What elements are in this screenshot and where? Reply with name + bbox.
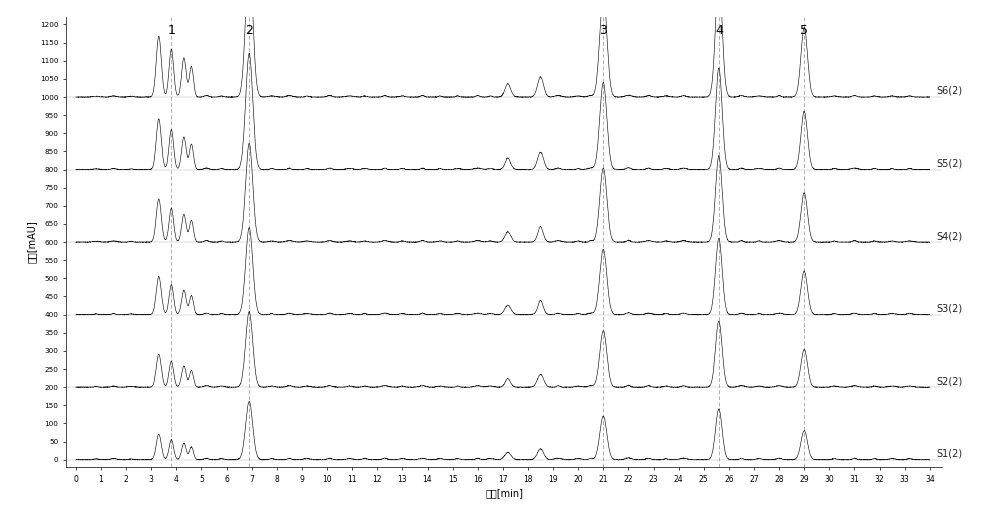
Text: S4(2): S4(2) bbox=[936, 231, 962, 241]
Text: S1(2): S1(2) bbox=[936, 449, 962, 459]
Text: 3: 3 bbox=[599, 24, 607, 37]
Text: S2(2): S2(2) bbox=[936, 376, 962, 386]
Text: S6(2): S6(2) bbox=[936, 86, 962, 96]
Text: S3(2): S3(2) bbox=[936, 303, 962, 314]
Text: 2: 2 bbox=[245, 24, 253, 37]
X-axis label: 时间[min]: 时间[min] bbox=[485, 488, 523, 498]
Text: 5: 5 bbox=[800, 24, 808, 37]
Text: 1: 1 bbox=[167, 24, 175, 37]
Text: S5(2): S5(2) bbox=[936, 159, 962, 168]
Y-axis label: 信号[mAU]: 信号[mAU] bbox=[27, 221, 37, 264]
Text: 4: 4 bbox=[715, 24, 723, 37]
